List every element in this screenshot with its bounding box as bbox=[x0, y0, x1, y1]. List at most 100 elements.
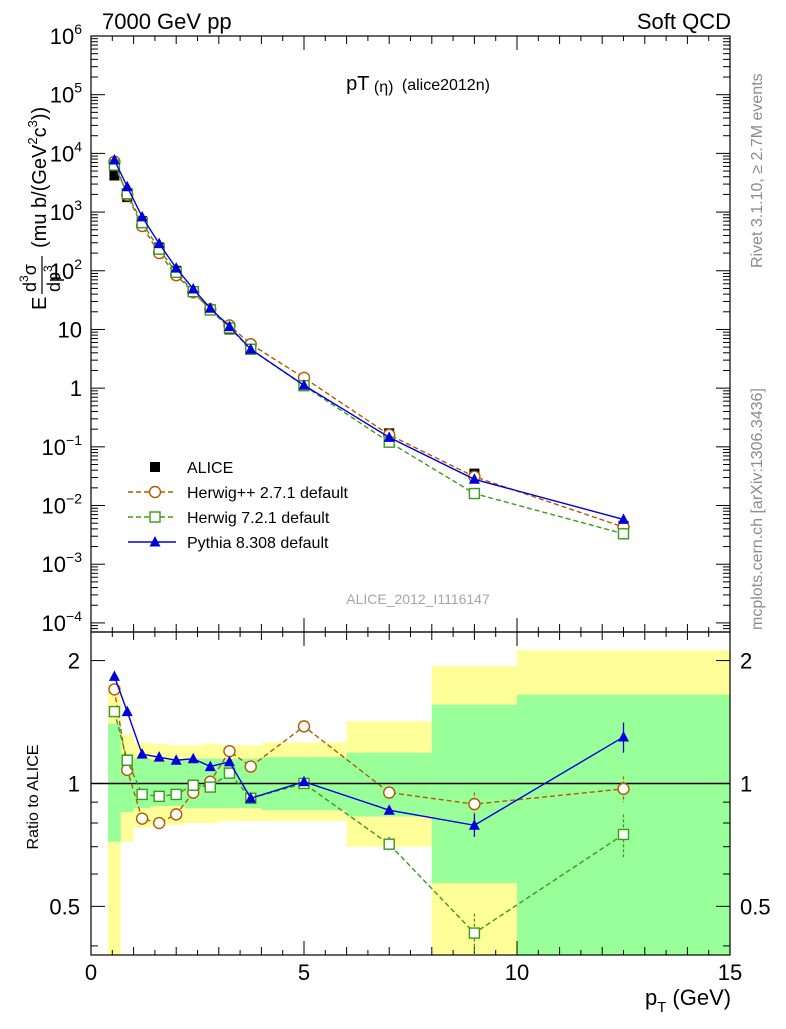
ratio-y-tick-label: 1 bbox=[68, 771, 80, 796]
ylabel-e: E bbox=[29, 297, 51, 310]
main-series-line bbox=[113, 164, 624, 535]
ratio-data-point bbox=[223, 744, 236, 758]
main-data-point bbox=[170, 262, 182, 273]
main-data-point bbox=[617, 528, 630, 540]
ratio-data-point bbox=[108, 705, 121, 718]
ratio-data-point bbox=[153, 751, 165, 762]
ratio-data-point bbox=[170, 754, 182, 765]
ratio-data-point bbox=[298, 775, 310, 787]
ylabel-den: dp bbox=[44, 272, 64, 292]
main-y-tick-base: 10 bbox=[58, 317, 82, 342]
main-data-point bbox=[618, 513, 629, 524]
legend-marker bbox=[149, 511, 161, 523]
ylabel-unit-sup: 2 bbox=[25, 137, 40, 144]
ratio-data-point bbox=[468, 797, 481, 811]
ylabel-unit-mid: c bbox=[29, 127, 51, 137]
ratio-data-point bbox=[187, 752, 199, 764]
main-data-point bbox=[383, 431, 395, 442]
ratio-data-point bbox=[223, 767, 236, 779]
ratio-data-point bbox=[136, 748, 148, 759]
main-y-tick-base: 10 bbox=[42, 611, 66, 636]
main-y-tick-exp: −1 bbox=[66, 432, 82, 448]
ratio-data-point bbox=[223, 755, 235, 767]
legend-marker bbox=[149, 536, 161, 547]
main-y-tick-exp: −2 bbox=[66, 491, 82, 507]
ratio-data-point bbox=[245, 792, 257, 803]
main-y-tick-base: 10 bbox=[50, 259, 74, 284]
xlabel-unit: (GeV) bbox=[672, 985, 731, 1010]
xlabel-sub: T bbox=[657, 999, 666, 1016]
main-data-point bbox=[468, 473, 480, 484]
svg-text:E: E bbox=[29, 297, 51, 310]
main-data-point bbox=[108, 154, 120, 165]
main-data-point bbox=[187, 282, 199, 294]
main-y-tick-label: 10 bbox=[58, 317, 82, 342]
plot-title-paren: (η) bbox=[374, 79, 394, 96]
legend: ALICE Herwig++ 2.7.1 default Herwig 7.2.1 … bbox=[128, 460, 349, 552]
main-y-tick-base: 10 bbox=[50, 141, 74, 166]
main-y-tick-label: 10−1 bbox=[42, 432, 83, 460]
main-y-tick-label: 106 bbox=[50, 21, 82, 49]
ylabel-unit-pre: (mu b/(GeV bbox=[29, 144, 51, 248]
plot-title-main: pT bbox=[346, 73, 369, 95]
x-tick-label: 5 bbox=[298, 960, 310, 985]
ratio-y-tick-label-right: 2 bbox=[740, 649, 752, 674]
ratio-data-point bbox=[152, 816, 166, 830]
main-y-tick-label: 10−4 bbox=[42, 608, 83, 636]
plot-title-tag: (alice2012n) bbox=[402, 77, 490, 94]
main-y-tick-base: 10 bbox=[50, 200, 74, 225]
ratio-y-tick-label-right: 1 bbox=[740, 771, 752, 796]
ratio-data-point bbox=[468, 819, 480, 830]
main-y-tick-label: 105 bbox=[50, 80, 82, 108]
main-y-tick-label: 104 bbox=[50, 138, 82, 166]
ratio-y-tick-label-right: 0.5 bbox=[740, 894, 771, 919]
main-data-point bbox=[245, 343, 257, 354]
main-data-point bbox=[136, 210, 148, 222]
legend-label: Herwig++ 2.7.1 default bbox=[187, 485, 349, 502]
mcplots-label: mcplots.cern.ch [arXiv:1306.3436] bbox=[749, 388, 766, 630]
svg-text:(mu b/(GeV2c3)): (mu b/(GeV2c3)) bbox=[25, 107, 51, 248]
ratio-data-point bbox=[187, 779, 199, 791]
header-left: 7000 GeV pp bbox=[102, 9, 232, 34]
ylabel-unit-sup2: 3 bbox=[25, 120, 40, 127]
ylabel-num: d bbox=[20, 282, 40, 292]
main-data-point bbox=[153, 237, 165, 249]
ratio-data-point bbox=[169, 808, 183, 821]
main-y-tick-base: 10 bbox=[42, 552, 66, 577]
x-axis-label: pT (GeV) bbox=[645, 985, 731, 1016]
legend-label: Herwig 7.2.1 default bbox=[187, 510, 330, 527]
ratio-data-point bbox=[297, 720, 311, 733]
ratio-data-point bbox=[617, 828, 630, 841]
main-y-tick-exp: 6 bbox=[74, 21, 82, 37]
ratio-data-point bbox=[121, 705, 133, 717]
main-data-point bbox=[121, 180, 133, 192]
ratio-data-point bbox=[468, 927, 481, 939]
ratio-data-point bbox=[108, 683, 121, 696]
ylabel-den-sup: 3 bbox=[41, 265, 55, 272]
main-y-tick-exp: 3 bbox=[74, 197, 82, 213]
main-y-tick-exp: −3 bbox=[66, 549, 82, 565]
xlabel-main: p bbox=[645, 985, 657, 1010]
ratio-data-point bbox=[383, 838, 395, 850]
ratio-data-point bbox=[135, 812, 149, 825]
main-data-point bbox=[468, 487, 481, 500]
svg-text:dp3: dp3 bbox=[41, 265, 64, 292]
ratio-data-point bbox=[244, 760, 257, 773]
ylabel-num-sym: σ bbox=[20, 264, 40, 275]
ratio-panel: 0 5 10 15 0.5 0.5 1 1 2 2 bbox=[49, 631, 771, 985]
ratio-data-point bbox=[617, 782, 630, 796]
main-y-tick-label: 103 bbox=[50, 197, 82, 225]
main-data-point bbox=[298, 379, 310, 390]
ratio-data-point bbox=[170, 788, 182, 801]
x-tick-label: 10 bbox=[505, 960, 529, 985]
main-y-tick-label: 10−3 bbox=[42, 549, 83, 577]
ratio-data-point bbox=[108, 670, 120, 681]
ratio-data-point bbox=[121, 754, 133, 766]
legend-label: ALICE bbox=[187, 460, 233, 477]
main-y-tick-base: 10 bbox=[42, 435, 66, 460]
main-y-tick-label: 10−2 bbox=[42, 491, 83, 519]
ratio-data-point bbox=[383, 786, 396, 799]
main-y-tick-base: 1 bbox=[70, 376, 82, 401]
